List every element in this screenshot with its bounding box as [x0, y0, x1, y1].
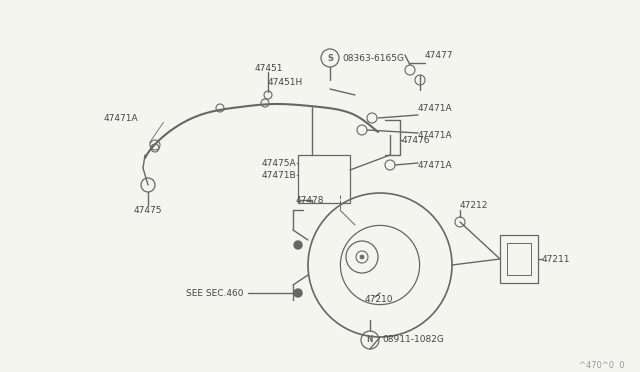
- Text: 47475A: 47475A: [261, 158, 296, 167]
- Text: 47451: 47451: [255, 64, 284, 73]
- Text: 47471A: 47471A: [418, 160, 452, 170]
- Text: N: N: [367, 336, 373, 344]
- Text: 47471A: 47471A: [418, 103, 452, 112]
- Text: 47451H: 47451H: [268, 77, 303, 87]
- Text: 47478: 47478: [296, 196, 324, 205]
- Text: S: S: [327, 54, 333, 62]
- Text: ^470^0  0: ^470^0 0: [579, 360, 625, 369]
- Circle shape: [360, 255, 364, 259]
- Text: 47471B: 47471B: [261, 170, 296, 180]
- Text: 47212: 47212: [460, 201, 488, 209]
- Text: 47477: 47477: [425, 51, 454, 60]
- Text: SEE SEC.460: SEE SEC.460: [186, 289, 243, 298]
- Text: 47475: 47475: [134, 205, 163, 215]
- Text: 47471A: 47471A: [104, 113, 138, 122]
- Text: 47471A: 47471A: [418, 131, 452, 140]
- Text: 47211: 47211: [542, 254, 570, 263]
- Bar: [500, 235, 538, 283]
- Text: 47476: 47476: [402, 135, 431, 144]
- Circle shape: [294, 289, 302, 297]
- Bar: [298, 155, 350, 203]
- Circle shape: [294, 241, 302, 249]
- Text: 08911-1082G: 08911-1082G: [382, 336, 444, 344]
- Text: 47210: 47210: [365, 295, 394, 305]
- Bar: [507, 243, 531, 275]
- Text: 08363-6165G: 08363-6165G: [342, 54, 404, 62]
